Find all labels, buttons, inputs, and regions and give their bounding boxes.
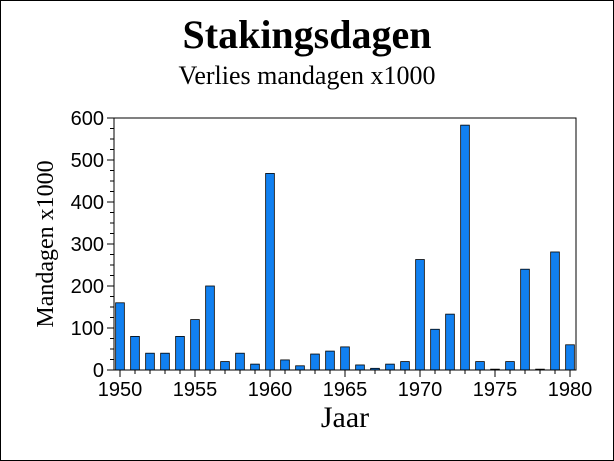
x-tick-label: 1955 [173, 379, 218, 401]
bar-1963 [310, 353, 320, 371]
y-tick-label: 600 [71, 108, 104, 130]
chart-subtitle: Verlies mandagen x1000 [178, 61, 436, 90]
x-tick-label: 1975 [473, 379, 518, 401]
bar-1973 [460, 124, 470, 371]
bar-1950 [115, 302, 125, 371]
bar-1957 [220, 361, 230, 371]
bar-1962 [295, 365, 305, 371]
bar-1979 [550, 251, 560, 371]
y-tick-label: 400 [71, 192, 104, 214]
bar-1980 [565, 344, 575, 371]
bar-1964 [325, 350, 335, 371]
bar-1953 [160, 352, 170, 371]
bar-1970 [415, 259, 425, 371]
bar-1956 [205, 285, 215, 371]
bar-1952 [145, 352, 155, 371]
bar-1966 [355, 364, 365, 371]
bar-1965 [340, 346, 350, 371]
y-axis-label: Mandagen x1000 [33, 160, 59, 327]
x-axis-label: Jaar [321, 401, 369, 434]
bars-group [115, 124, 575, 371]
x-axis-ticks: 1950 1955 1960 1965 1970 1975 1980 [98, 370, 593, 401]
y-tick-label: 500 [71, 150, 104, 172]
bar-1974 [475, 361, 485, 371]
y-axis-ticks: 0 100 200 300 400 500 600 [71, 108, 114, 382]
bar-1951 [130, 335, 140, 371]
bar-1955 [190, 319, 200, 371]
bar-1971 [430, 328, 440, 371]
bar-1968 [385, 363, 395, 371]
y-tick-label: 100 [71, 318, 104, 340]
bar-1961 [280, 359, 290, 371]
y-tick-label: 200 [71, 276, 104, 298]
x-tick-label: 1950 [98, 379, 143, 401]
chart-title: Stakingsdagen [182, 12, 432, 57]
bar-1969 [400, 361, 410, 371]
bar-1972 [445, 313, 455, 371]
bar-1958 [235, 352, 245, 371]
bar-1960 [265, 173, 275, 371]
x-tick-label: 1960 [248, 379, 293, 401]
y-tick-label: 0 [93, 360, 104, 382]
x-tick-label: 1980 [548, 379, 593, 401]
x-tick-label: 1965 [323, 379, 368, 401]
x-tick-label: 1970 [398, 379, 443, 401]
bar-1954 [175, 335, 185, 371]
bar-1977 [520, 268, 530, 371]
y-tick-label: 300 [71, 234, 104, 256]
bar-1976 [505, 361, 515, 371]
bar-1959 [250, 363, 260, 371]
plot-area [113, 117, 577, 371]
